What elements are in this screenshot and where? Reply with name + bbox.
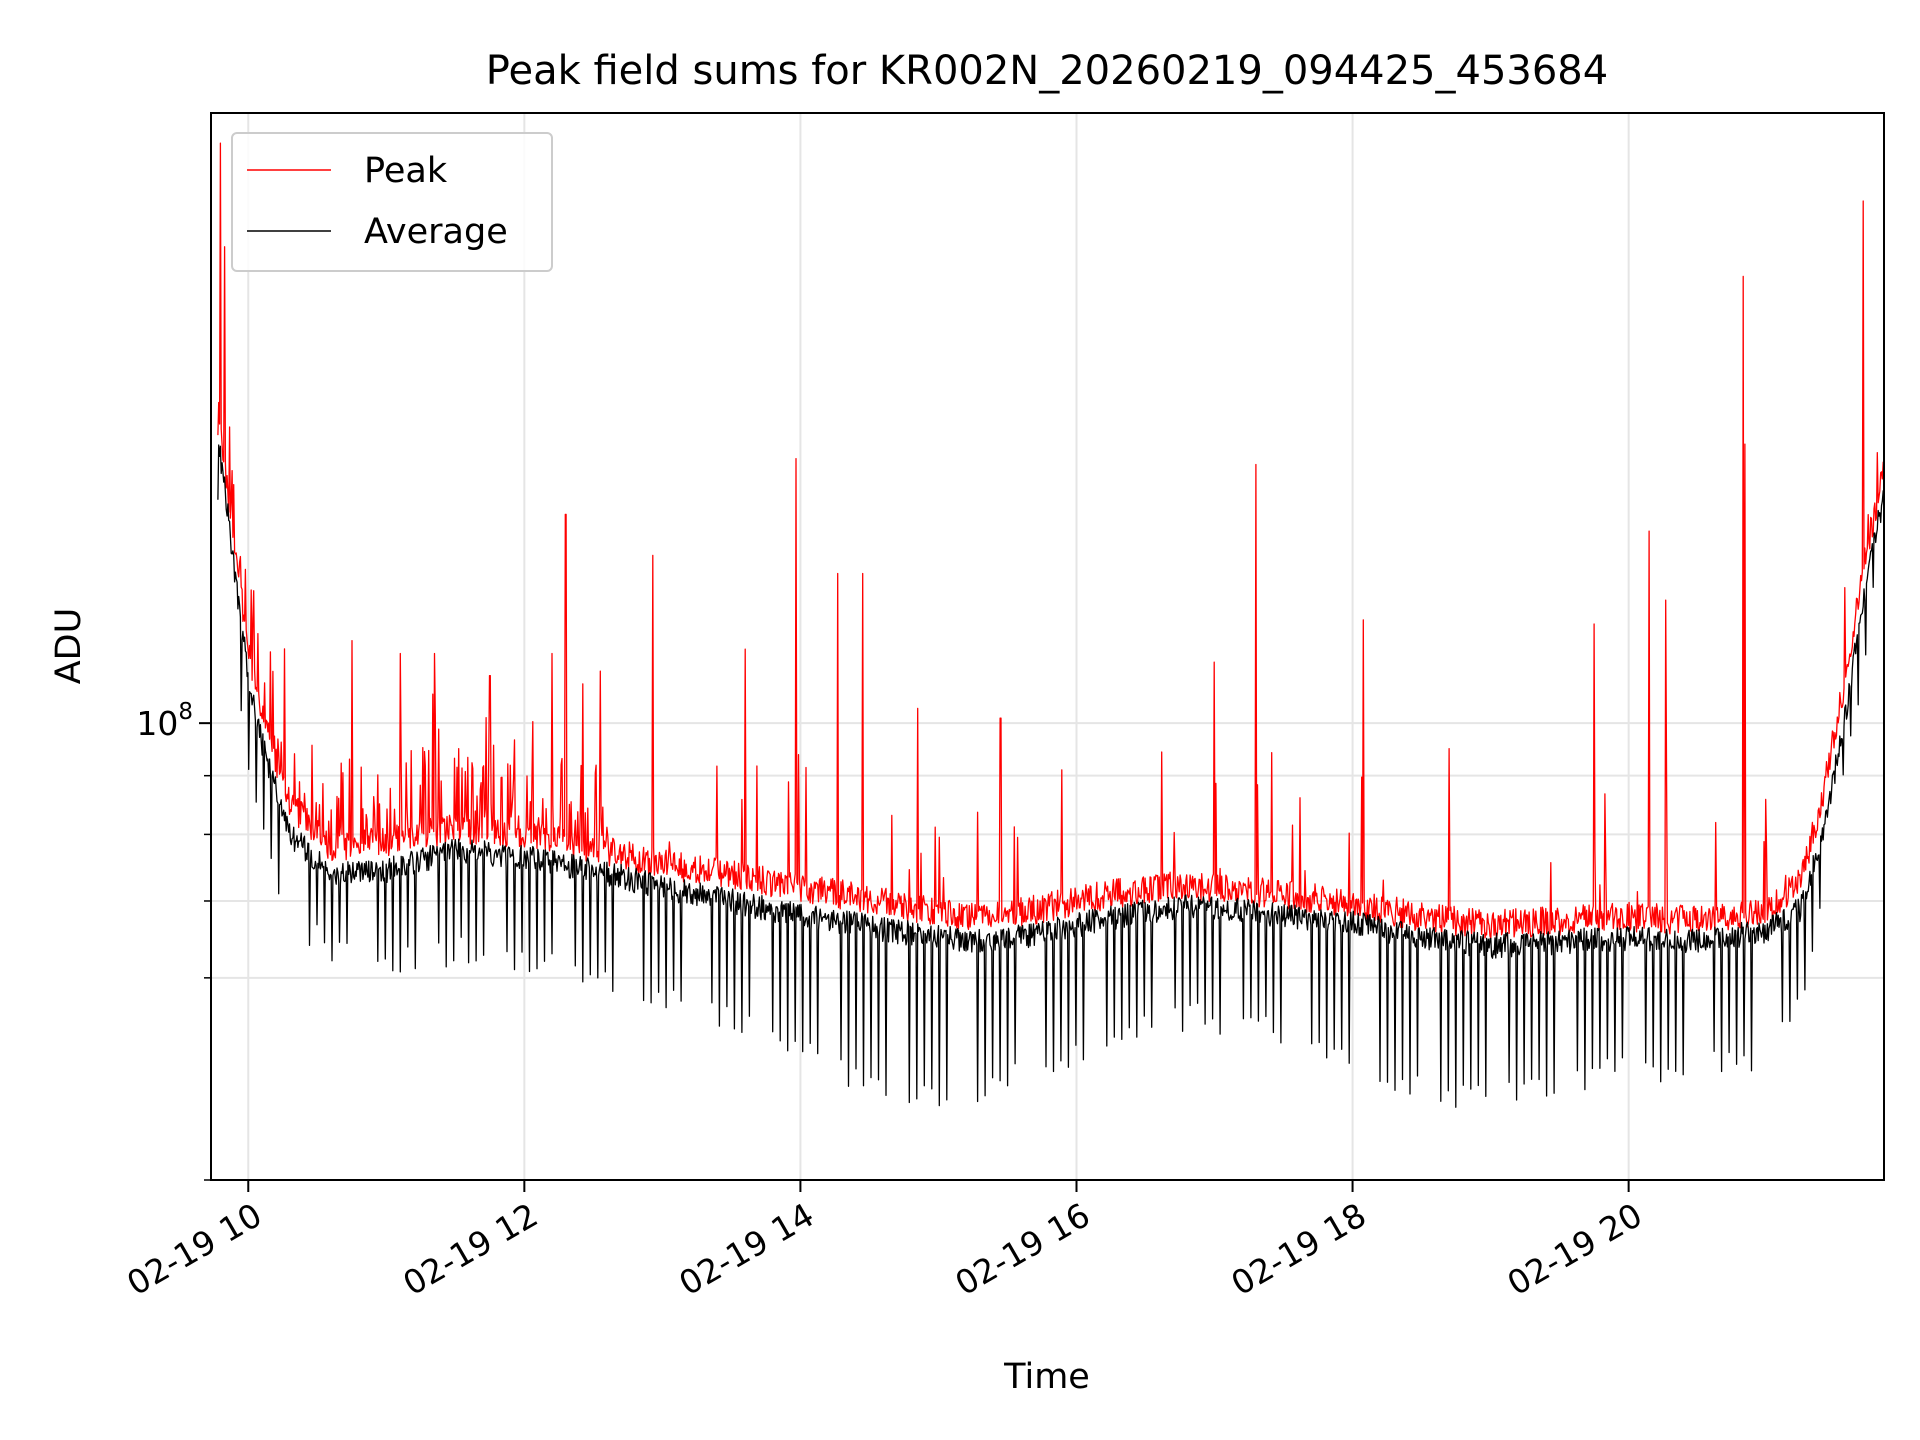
y-tick-label: 108 — [136, 699, 193, 743]
legend-peak-label: Peak — [364, 151, 448, 191]
series-line-peak — [217, 142, 1885, 940]
series-lines — [217, 142, 1885, 1108]
legend-average-label: Average — [364, 212, 508, 252]
legend-box — [231, 132, 553, 272]
plot-frame — [210, 112, 1885, 1181]
legend: Peak Average — [231, 132, 553, 272]
chart-title: Peak field sums for KR002N_20260219_0944… — [486, 48, 1608, 94]
y-tick-exponent: 8 — [178, 699, 193, 725]
y-axis-label: ADU — [49, 608, 89, 685]
x-axis-label: Time — [1003, 1357, 1090, 1397]
series-line-average — [217, 444, 1884, 1108]
y-tick-base: 10 — [136, 704, 178, 743]
